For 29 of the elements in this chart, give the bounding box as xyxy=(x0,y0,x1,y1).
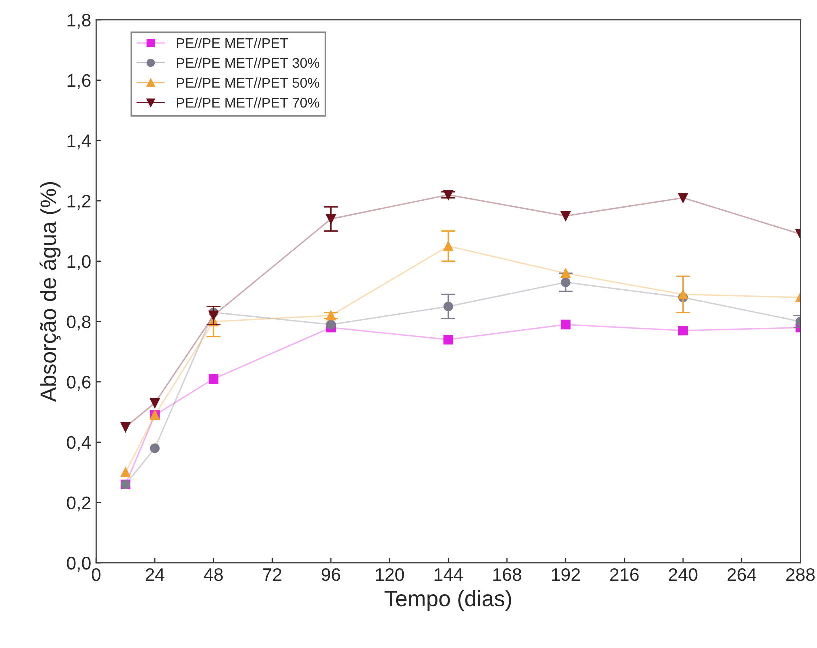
x-tick-label: 240 xyxy=(669,568,698,582)
x-tick-label: 72 xyxy=(263,568,282,582)
legend-label: PE//PE MET//PET 30% xyxy=(177,58,320,68)
legend-label: PE//PE MET//PET xyxy=(177,38,288,48)
y-tick-label: 1,0 xyxy=(68,255,91,270)
x-axis-title: Tempo (dias) xyxy=(384,590,512,612)
y-tick-label: 1,2 xyxy=(68,195,91,210)
y-tick-label: 1,6 xyxy=(68,74,91,90)
x-tick-label: 0 xyxy=(92,568,101,582)
x-tick-label: 288 xyxy=(786,568,815,582)
x-tick-label: 192 xyxy=(552,568,580,582)
y-tick-label: 0,8 xyxy=(67,316,91,331)
x-tick-label: 48 xyxy=(204,568,224,582)
x-tick-label: 264 xyxy=(728,568,757,582)
x-tick-label: 24 xyxy=(146,568,165,582)
y-axis-title: Absorção de água (%) xyxy=(40,182,61,402)
y-tick-label: 0,0 xyxy=(67,557,91,572)
x-tick-label: 144 xyxy=(434,568,464,582)
y-tick-label: 1,4 xyxy=(68,134,92,150)
y-tick-label: 0,4 xyxy=(67,436,92,452)
x-tick-label: 96 xyxy=(322,568,340,582)
x-tick-label: 168 xyxy=(494,568,522,582)
legend-label: PE//PE MET//PET 70% xyxy=(177,98,320,108)
legend-label: PE//PE MET//PET 50% xyxy=(177,78,320,88)
y-tick-label: 0,6 xyxy=(67,376,91,391)
x-tick-label: 120 xyxy=(376,568,404,582)
x-tick-label: 216 xyxy=(610,568,639,582)
y-tick-label: 0,2 xyxy=(67,496,91,512)
y-tick-label: 1,8 xyxy=(68,14,91,29)
